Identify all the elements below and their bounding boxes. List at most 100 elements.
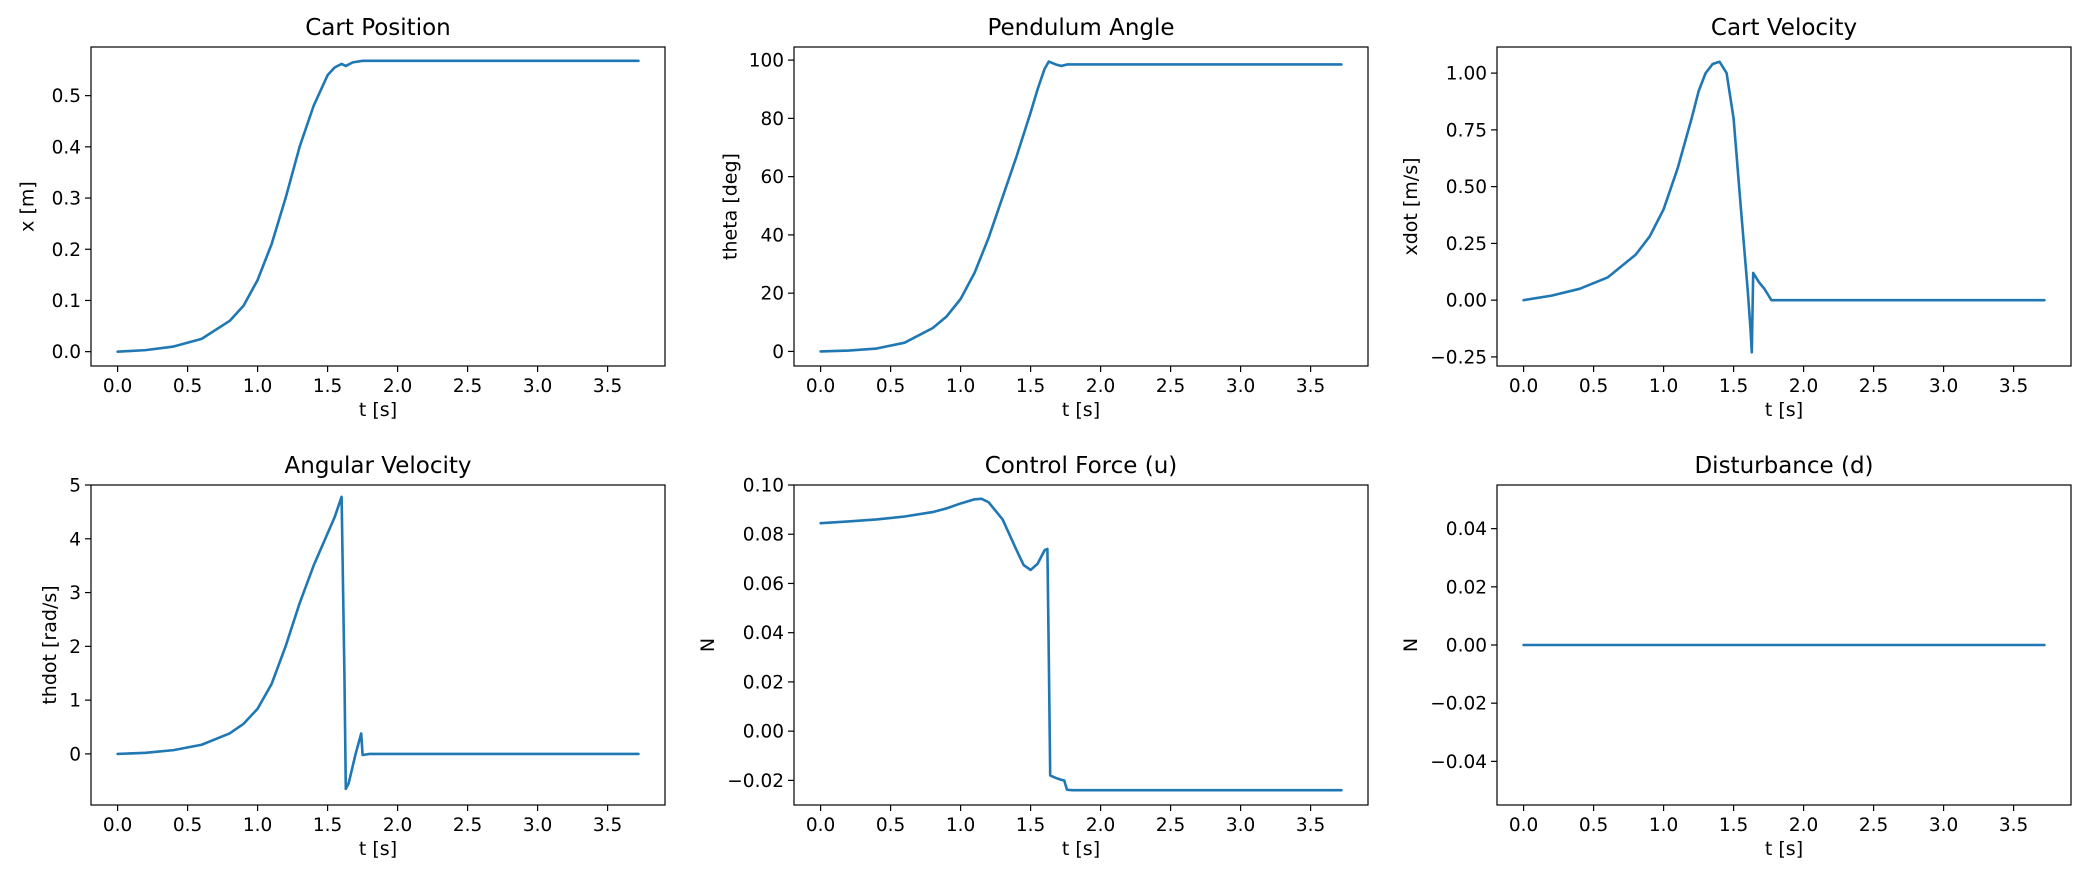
- x-tick-label: 0.0: [1509, 815, 1538, 836]
- chart-title: Pendulum Angle: [987, 15, 1174, 41]
- y-tick-label: 0.04: [1446, 519, 1487, 540]
- y-tick-label: 0: [772, 342, 784, 363]
- axes-frame: [793, 484, 1369, 806]
- y-tick-label: 0.4: [52, 137, 81, 158]
- chart-title: Disturbance (d): [1694, 453, 1873, 479]
- y-tick-label: 100: [749, 51, 784, 72]
- y-tick-label: 40: [760, 225, 784, 246]
- y-tick-label: 20: [760, 284, 784, 305]
- x-tick-label: 1.5: [313, 815, 342, 836]
- y-tick-label: −0.02: [1430, 694, 1487, 715]
- series-line: [819, 60, 1343, 353]
- y-tick-label: 2: [69, 637, 81, 658]
- y-tick-label: 0.3: [52, 189, 81, 210]
- subplot-6: 0.0 0.5 1.0 1.5 2.0 2.5 3.0 3.5 −0.04 −0.02 0.00 0.…: [1400, 453, 2072, 860]
- x-tick-label: 0.5: [173, 376, 202, 397]
- y-tick-label: 0.00: [1446, 636, 1487, 657]
- x-tick-label: 2.5: [1859, 815, 1888, 836]
- x-tick-label: 0.5: [1579, 376, 1608, 397]
- y-axis-label: N: [1400, 638, 1422, 652]
- y-tick-label: 0.00: [743, 722, 784, 743]
- y-axis-label: xdot [m/s]: [1400, 157, 1422, 255]
- x-tick-label: 2.0: [1789, 815, 1818, 836]
- x-axis-label: t [s]: [1062, 838, 1100, 860]
- x-tick-label: 2.0: [383, 815, 412, 836]
- x-tick-label: 3.0: [1929, 815, 1958, 836]
- chart-title: Cart Position: [305, 15, 451, 41]
- y-tick-label: 0.2: [52, 240, 81, 261]
- x-tick-label: 2.0: [1086, 376, 1115, 397]
- y-tick-label: 3: [69, 583, 81, 604]
- x-tick-label: 3.0: [1226, 376, 1255, 397]
- y-tick-label: 0.50: [1446, 177, 1487, 198]
- axes-frame: [1496, 46, 2072, 367]
- x-tick-label: 3.0: [1226, 815, 1255, 836]
- x-tick-label: 3.5: [1296, 376, 1325, 397]
- y-tick-label: 60: [760, 167, 784, 188]
- y-tick-label: 0.10: [743, 476, 784, 497]
- x-tick-label: 2.5: [1156, 376, 1185, 397]
- y-tick-label: 5: [69, 476, 81, 497]
- y-tick-label: −0.25: [1430, 347, 1487, 368]
- x-tick-label: 2.5: [1859, 376, 1888, 397]
- y-axis-label: theta [deg]: [719, 153, 741, 260]
- x-tick-label: 1.0: [946, 376, 975, 397]
- y-tick-label: 1.00: [1446, 64, 1487, 85]
- x-tick-label: 0.0: [1509, 376, 1538, 397]
- y-axis-label: x [m]: [16, 181, 38, 232]
- subplot-2: 0.0 0.5 1.0 1.5 2.0 2.5 3.0 3.5 0 20 40 60 80 100 Pend…: [719, 15, 1369, 421]
- y-tick-label: 0: [69, 744, 81, 765]
- axes-frame: [90, 46, 666, 367]
- x-tick-label: 0.0: [806, 815, 835, 836]
- x-tick-label: 2.0: [1086, 815, 1115, 836]
- y-tick-label: 0.08: [743, 525, 784, 546]
- x-tick-label: 3.5: [593, 815, 622, 836]
- y-tick-label: 0.02: [1446, 577, 1487, 598]
- x-tick-label: 1.5: [313, 376, 342, 397]
- x-tick-label: 0.5: [876, 376, 905, 397]
- x-tick-label: 3.0: [523, 815, 552, 836]
- series-line: [1522, 60, 2046, 354]
- subplot-3: 0.0 0.5 1.0 1.5 2.0 2.5 3.0 3.5 −0.25 0.00 0.25 0.5…: [1400, 15, 2072, 421]
- y-tick-label: 0.02: [743, 672, 784, 693]
- chart-title: Angular Velocity: [285, 453, 472, 479]
- x-tick-label: 0.5: [173, 815, 202, 836]
- x-tick-label: 1.0: [946, 815, 975, 836]
- series-line: [819, 497, 1343, 792]
- x-tick-label: 2.5: [453, 376, 482, 397]
- y-tick-label: −0.02: [727, 771, 784, 792]
- x-tick-label: 1.0: [243, 376, 272, 397]
- x-tick-label: 0.5: [1579, 815, 1608, 836]
- y-tick-label: −0.04: [1430, 752, 1487, 773]
- x-tick-label: 2.0: [383, 376, 412, 397]
- axes-frame: [793, 46, 1369, 367]
- y-tick-label: 80: [760, 109, 784, 130]
- x-tick-label: 1.5: [1016, 376, 1045, 397]
- y-tick-label: 0.75: [1446, 120, 1487, 141]
- x-tick-label: 2.0: [1789, 376, 1818, 397]
- x-tick-label: 1.5: [1719, 376, 1748, 397]
- x-tick-label: 2.5: [1156, 815, 1185, 836]
- x-axis-label: t [s]: [1765, 838, 1803, 860]
- y-tick-label: 0.06: [743, 574, 784, 595]
- y-tick-label: 0.0: [52, 342, 81, 363]
- x-tick-label: 2.5: [453, 815, 482, 836]
- x-tick-label: 0.0: [103, 815, 132, 836]
- series-line: [116, 59, 640, 353]
- x-tick-label: 3.0: [523, 376, 552, 397]
- y-tick-label: 0.04: [743, 623, 784, 644]
- chart-title: Cart Velocity: [1711, 15, 1857, 41]
- x-tick-label: 3.0: [1929, 376, 1958, 397]
- x-tick-label: 0.0: [103, 376, 132, 397]
- x-tick-label: 1.0: [1649, 376, 1678, 397]
- series-line: [116, 495, 640, 791]
- x-tick-label: 3.5: [1999, 376, 2028, 397]
- subplot-1: 0.0 0.5 1.0 1.5 2.0 2.5 3.0 3.5 0.0 0.1 0.2 0.3 0.4 0…: [16, 15, 666, 421]
- x-tick-label: 1.5: [1016, 815, 1045, 836]
- x-tick-label: 1.0: [243, 815, 272, 836]
- x-tick-label: 1.0: [1649, 815, 1678, 836]
- x-axis-label: t [s]: [359, 838, 397, 860]
- y-tick-label: 4: [69, 529, 81, 550]
- y-tick-label: 0.1: [52, 291, 81, 312]
